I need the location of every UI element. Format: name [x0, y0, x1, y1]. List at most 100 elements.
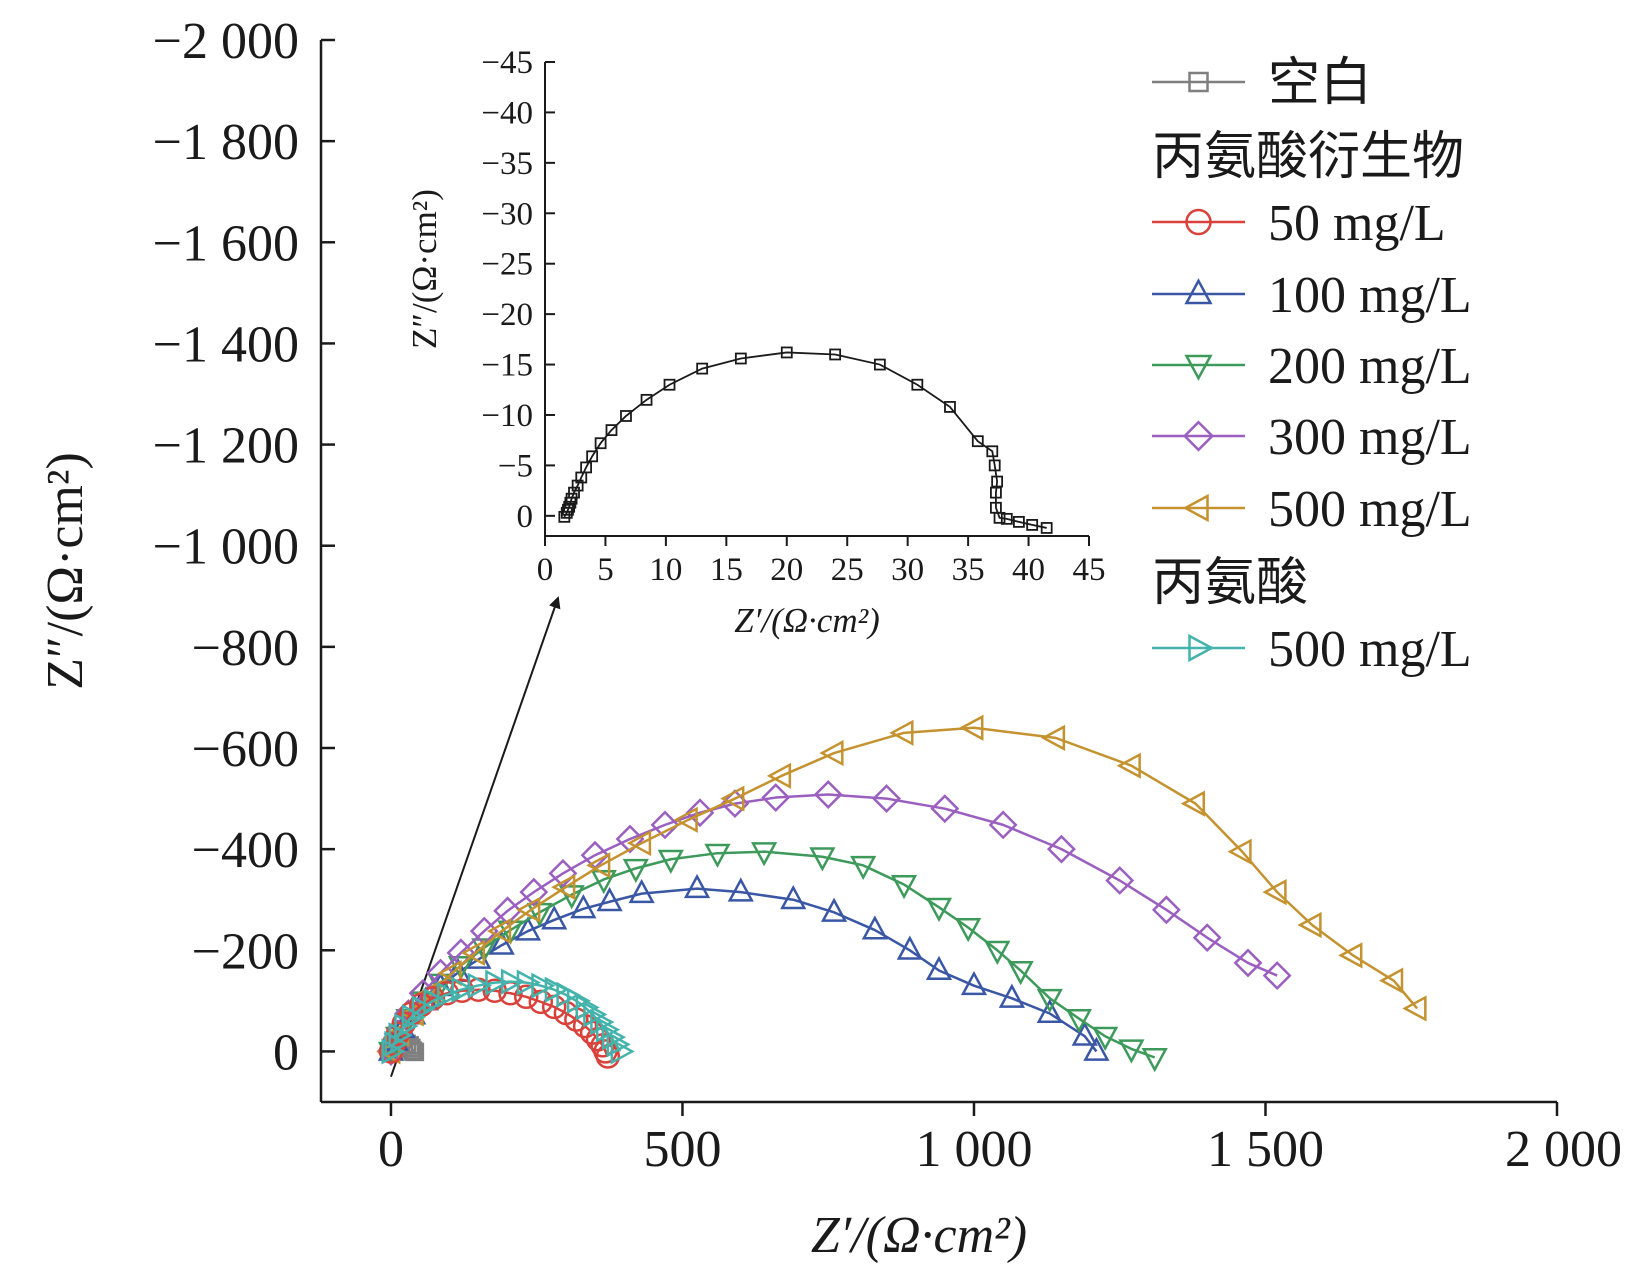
inset-y-tick-label: −5: [498, 448, 533, 484]
inset-y-tick-label: −35: [481, 146, 533, 182]
data-point: [1040, 724, 1066, 751]
inset-x-tick-label: 45: [1073, 552, 1106, 588]
inset-series-0: [558, 346, 1053, 534]
data-point: [1036, 998, 1063, 1023]
data-point: [531, 972, 556, 999]
series-2: [377, 873, 1110, 1061]
series-line: [389, 726, 1419, 1052]
legend-swatch-marker: [1182, 420, 1215, 452]
inset-x-tick-label: 40: [1012, 552, 1045, 588]
y-tick-label: −2 000: [153, 13, 299, 70]
data-point: [1118, 1039, 1145, 1064]
data-point: [720, 785, 745, 812]
legend-label: 500 mg/L: [1268, 481, 1472, 538]
data-point: [467, 972, 492, 999]
y-tick-label: −1 200: [153, 418, 299, 475]
legend-swatch-marker: [1188, 633, 1215, 663]
data-point: [813, 780, 843, 809]
data-point: [1227, 838, 1252, 865]
legend-swatch-marker: [1184, 278, 1213, 305]
data-point: [930, 794, 960, 824]
data-point: [960, 970, 988, 996]
data-point: [596, 887, 623, 912]
data-point: [570, 894, 597, 919]
inset-data-point: [780, 346, 793, 359]
data-point: [1262, 879, 1287, 906]
inset-x-tick-label: 25: [831, 552, 864, 588]
y-tick-label: −1 000: [153, 519, 299, 576]
inset-data-point: [734, 352, 747, 365]
inset-y-tick-label: −40: [481, 95, 533, 131]
data-point: [447, 955, 475, 981]
y-tick-label: −600: [192, 721, 299, 778]
y-tick-label: −1 800: [153, 114, 299, 171]
data-point: [1262, 961, 1292, 990]
legend-label: 50 mg/L: [1268, 195, 1446, 252]
data-point: [889, 719, 914, 746]
legend-entry: 500 mg/L: [1152, 481, 1472, 538]
inset-data-point: [562, 503, 574, 516]
data-point: [575, 994, 600, 1021]
data-point: [610, 1038, 635, 1065]
inset-x-tick-label: 0: [537, 552, 554, 588]
data-point: [1036, 988, 1063, 1014]
inset-data-point: [586, 450, 599, 463]
inset-data-point: [594, 437, 607, 450]
data-point: [1402, 995, 1427, 1022]
data-point: [622, 858, 649, 884]
data-point: [551, 873, 576, 901]
inset-y-tick-label: −15: [481, 348, 533, 384]
data-point: [1047, 834, 1076, 864]
series-6: [381, 968, 635, 1065]
legend-swatch-marker: [1185, 208, 1212, 236]
inset-data-point: [911, 378, 924, 391]
data-point: [925, 955, 953, 981]
legend-entry: 300 mg/L: [1152, 409, 1472, 466]
legend-entry: 空白: [1152, 55, 1372, 112]
inset-data-point: [971, 435, 984, 448]
inset-data-point: [986, 445, 999, 458]
legend-group-header: 丙氨酸: [1152, 555, 1308, 612]
data-point: [1379, 967, 1404, 994]
data-point: [872, 784, 901, 813]
data-point: [925, 897, 953, 923]
data-point: [820, 897, 848, 922]
data-point: [1338, 942, 1363, 969]
data-point: [673, 806, 698, 833]
inset-plot: 0 5 10 15 20 25 30 35 40 45 0 −5 −10 −15 −20 −25 −30 −35 −…: [405, 45, 1106, 640]
data-point: [558, 885, 585, 910]
data-point: [513, 984, 539, 1010]
legend-entry: 100 mg/L: [1152, 267, 1472, 324]
data-point: [423, 987, 448, 1014]
data-point: [657, 849, 684, 874]
data-point: [809, 847, 836, 872]
y-tick-label: 0: [273, 1024, 299, 1081]
data-point: [519, 877, 549, 907]
data-point: [819, 739, 844, 767]
data-point: [685, 798, 715, 828]
inset-y-axis-title: Z″/(Ω·cm²): [405, 189, 444, 349]
inset-data-point: [873, 358, 886, 371]
data-point: [1071, 1021, 1098, 1046]
data-point: [566, 987, 592, 1014]
inset-data-point: [1026, 519, 1039, 531]
data-point: [1233, 948, 1263, 978]
data-point: [1092, 1026, 1119, 1051]
data-point: [1065, 1009, 1093, 1034]
x-axis-title: Z′/(Ω·cm²): [811, 1207, 1027, 1264]
series-line: [389, 988, 609, 1058]
x-tick-label: 500: [643, 1121, 721, 1178]
data-point: [583, 1001, 608, 1028]
legend-label: 空白: [1268, 55, 1372, 112]
data-point: [861, 915, 888, 940]
inset-data-point: [563, 500, 576, 513]
data-point: [1151, 895, 1181, 925]
inset-y-tick-label: 0: [517, 499, 534, 535]
data-point: [1116, 752, 1141, 779]
data-point: [626, 829, 652, 857]
legend-swatch-marker: [1184, 354, 1213, 381]
inset-data-point: [944, 401, 956, 413]
inset-y-tick-label: −30: [481, 196, 533, 232]
